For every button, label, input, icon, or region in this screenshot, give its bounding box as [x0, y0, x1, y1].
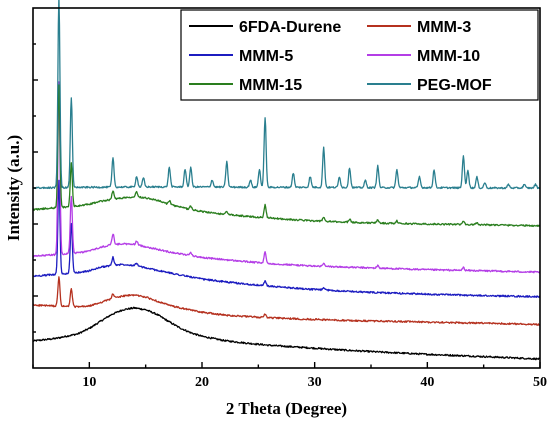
- legend: 6FDA-Durene MMM-3 MMM-5 MMM-10 MMM-15 PEG-MOF: [180, 9, 539, 101]
- legend-label-mmm-5: MMM-5: [239, 48, 293, 65]
- x-tick-label: 10: [82, 375, 96, 390]
- series-line-peg-mof: [32, 0, 541, 190]
- x-axis: 10 20 30 40 50: [32, 362, 547, 390]
- x-axis-label: 2 Theta (Degree): [226, 399, 347, 418]
- x-tick-label: 30: [308, 375, 322, 390]
- legend-label-mmm-10: MMM-10: [417, 48, 480, 65]
- x-tick-label: 20: [195, 375, 209, 390]
- legend-label-mmm-15: MMM-15: [239, 77, 302, 94]
- x-tick-label: 50: [533, 375, 547, 390]
- series-line-mmm-15: [32, 84, 541, 228]
- plot-series: [32, 0, 541, 361]
- y-axis-label: Intensity (a.u.): [4, 135, 23, 241]
- series-line-mmm-3: [32, 276, 541, 326]
- legend-label-mmm-3: MMM-3: [417, 19, 471, 36]
- legend-label-peg-mof: PEG-MOF: [417, 77, 492, 94]
- legend-box: [180, 9, 539, 101]
- series-line-mmm-10: [32, 81, 541, 274]
- legend-label-6fda-durene: 6FDA-Durene: [239, 19, 341, 36]
- series-line-6fda-durene: [32, 306, 541, 361]
- series-line-mmm-5: [32, 179, 541, 298]
- x-tick-label: 40: [420, 375, 434, 390]
- y-axis: [33, 43, 38, 333]
